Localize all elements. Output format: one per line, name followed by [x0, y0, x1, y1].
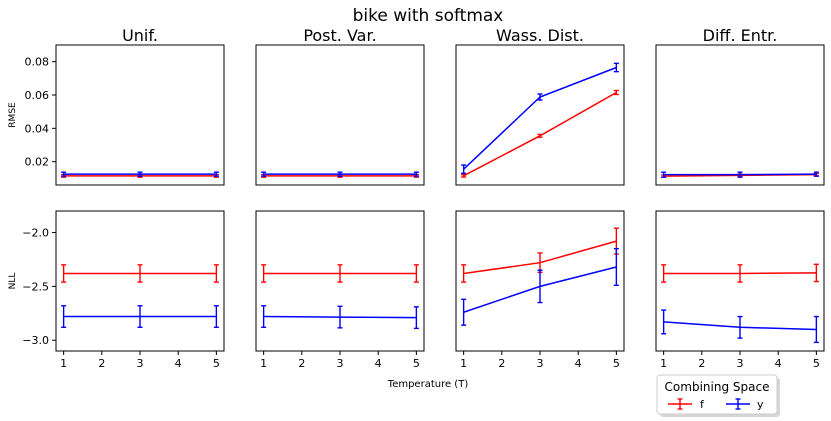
- error-bar-y: [213, 171, 219, 177]
- legend-label-f: f: [700, 398, 705, 411]
- x-tick-label: 3: [737, 357, 744, 370]
- x-axis-label: Temperature (T): [387, 379, 469, 390]
- column-title-post-var: Post. Var.: [303, 26, 376, 45]
- x-tick-label: 1: [260, 357, 267, 370]
- error-bar-f: [461, 173, 467, 178]
- x-tick-label: 2: [98, 357, 105, 370]
- panel-r0-c2: [455, 44, 625, 186]
- legend-swatch-y: [726, 398, 750, 410]
- y-tick-label: 0.02: [25, 156, 50, 169]
- error-bar-y: [413, 171, 419, 177]
- error-bar-y: [413, 306, 419, 330]
- error-bar-y: [61, 305, 67, 329]
- error-bar-y: [737, 171, 743, 178]
- error-bar-f: [261, 264, 267, 283]
- legend-label-y: y: [757, 398, 764, 411]
- error-bar-f: [213, 264, 219, 283]
- x-tick-label: 3: [137, 357, 144, 370]
- error-bar-y: [737, 315, 743, 339]
- error-bar-y: [461, 164, 467, 175]
- panel-r1-c0: −3.0 −2.5 −2.0 1 2 3 4 5: [22, 210, 225, 370]
- error-bar-y: [137, 305, 143, 329]
- error-bar-y: [337, 171, 343, 177]
- error-bar-y: [337, 305, 343, 329]
- x-tick-label: 4: [575, 357, 582, 370]
- x-tick-label: 2: [298, 357, 305, 370]
- error-bar-f: [461, 264, 467, 283]
- y-tick-label: −2.5: [22, 280, 49, 293]
- x-tick-label: 4: [775, 357, 782, 370]
- error-bar-y: [813, 171, 819, 177]
- legend-title: Combining Space: [665, 380, 770, 394]
- error-bar-y: [537, 269, 543, 304]
- x-tick-label: 2: [498, 357, 505, 370]
- column-title-wass-dist: Wass. Dist.: [496, 26, 584, 45]
- error-bar-f: [337, 264, 343, 283]
- panel-frame: [455, 44, 625, 186]
- error-bar-y: [261, 171, 267, 177]
- panel-r1-c3: 1 2 3 4 5: [655, 210, 825, 370]
- legend: Combining Space f y: [656, 374, 780, 417]
- x-tick-label: 1: [460, 357, 467, 370]
- x-tick-label: 5: [813, 357, 820, 370]
- error-bar-y: [137, 171, 143, 177]
- x-tick-label: 3: [537, 357, 544, 370]
- error-bar-f: [813, 263, 819, 283]
- column-title-unif: Unif.: [122, 26, 158, 45]
- error-bar-y: [613, 62, 619, 73]
- error-bar-y: [537, 93, 543, 101]
- error-bar-y: [213, 305, 219, 329]
- panel-r0-c0: 0.02 0.04 0.06 0.08: [25, 44, 225, 186]
- panel-frame: [655, 44, 825, 186]
- panel-r1-c1: 1 2 3 4 5: [255, 210, 425, 370]
- error-bar-y: [661, 171, 667, 178]
- x-tick-label: 5: [213, 357, 220, 370]
- error-bar-f: [413, 264, 419, 283]
- error-bar-f: [137, 264, 143, 283]
- panel-r0-c3: [655, 44, 825, 186]
- x-tick-label: 2: [698, 357, 705, 370]
- error-bar-y: [61, 171, 67, 177]
- error-bar-y: [813, 315, 819, 344]
- error-bar-f: [613, 89, 619, 96]
- x-tick-label: 5: [413, 357, 420, 370]
- x-tick-label: 3: [337, 357, 344, 370]
- error-bar-y: [613, 247, 619, 287]
- y-tick-label: 0.08: [25, 56, 50, 69]
- error-bar-y: [661, 309, 667, 335]
- x-tick-label: 4: [375, 357, 382, 370]
- panel-r1-c2: 1 2 3 4 5: [455, 210, 625, 370]
- error-bar-f: [661, 264, 667, 283]
- error-bar-f: [537, 133, 543, 138]
- y-axis-label-rmse: RMSE: [8, 102, 18, 128]
- x-tick-label: 4: [175, 357, 182, 370]
- panels-group: 0.02 0.04 0.06 0.08 −3.0 −2.5 −2.0 1 2 3 4 5 1 2 3 4 5 1 2…: [22, 44, 825, 370]
- chart-title: bike with softmax: [353, 6, 504, 26]
- panel-frame: [255, 44, 425, 186]
- y-tick-label: −3.0: [22, 334, 49, 347]
- error-bar-y: [461, 298, 467, 326]
- panel-r0-c1: [255, 44, 425, 186]
- panel-frame: [55, 44, 225, 186]
- y-tick-label: −2.0: [22, 227, 49, 240]
- error-bar-f: [61, 264, 67, 283]
- x-tick-label: 1: [60, 357, 67, 370]
- legend-swatch-f: [668, 398, 692, 410]
- y-tick-label: 0.04: [25, 122, 50, 135]
- y-axis-label-nll: NLL: [8, 273, 18, 290]
- error-bar-y: [261, 305, 267, 329]
- y-tick-label: 0.06: [25, 89, 50, 102]
- x-tick-label: 5: [613, 357, 620, 370]
- error-bar-f: [737, 264, 743, 283]
- x-tick-label: 1: [660, 357, 667, 370]
- column-title-diff-entr: Diff. Entr.: [703, 26, 778, 45]
